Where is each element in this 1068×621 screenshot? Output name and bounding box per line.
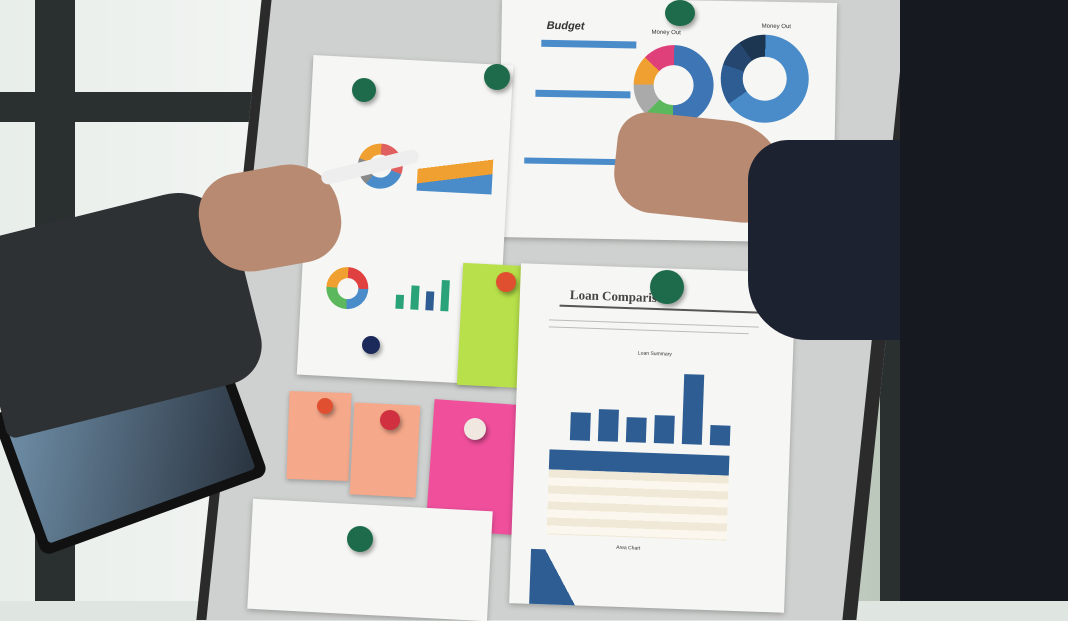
magnet-pin (464, 418, 486, 440)
magnet-pin (362, 336, 380, 354)
magnet-pin (496, 272, 516, 292)
bar (569, 412, 591, 441)
loan-summary-label: Loan Summary (637, 350, 672, 358)
magnet-pin (352, 78, 376, 102)
bar (653, 415, 675, 444)
bar (681, 374, 705, 445)
budget-title: Budget (546, 19, 585, 33)
paper-sheet (247, 498, 493, 621)
right-person-body (900, 0, 1068, 601)
loan-bar-chart (569, 365, 733, 446)
magnet-pin (380, 410, 400, 430)
donut-chart (325, 266, 370, 311)
donut-chart (719, 33, 810, 124)
bar (597, 409, 619, 442)
magnet-pin (347, 526, 373, 552)
area-chart (529, 548, 592, 606)
table-header (535, 89, 631, 99)
bar (709, 425, 731, 446)
table-header (524, 157, 620, 166)
chart-label: Money Out (761, 23, 792, 31)
area-chart (416, 145, 494, 195)
magnet-pin (665, 0, 695, 26)
chart-label: Money Out (651, 29, 681, 37)
magnet-pin (484, 64, 510, 90)
magnet-pin (317, 398, 333, 414)
loan-table (546, 469, 729, 541)
bar (625, 417, 647, 443)
magnet-pin (650, 270, 684, 304)
loan-comparison-sheet: Loan Comparison Loan Summary Area Chart (509, 263, 796, 613)
area-chart-label: Area Chart (616, 544, 641, 552)
table-header (541, 39, 637, 49)
